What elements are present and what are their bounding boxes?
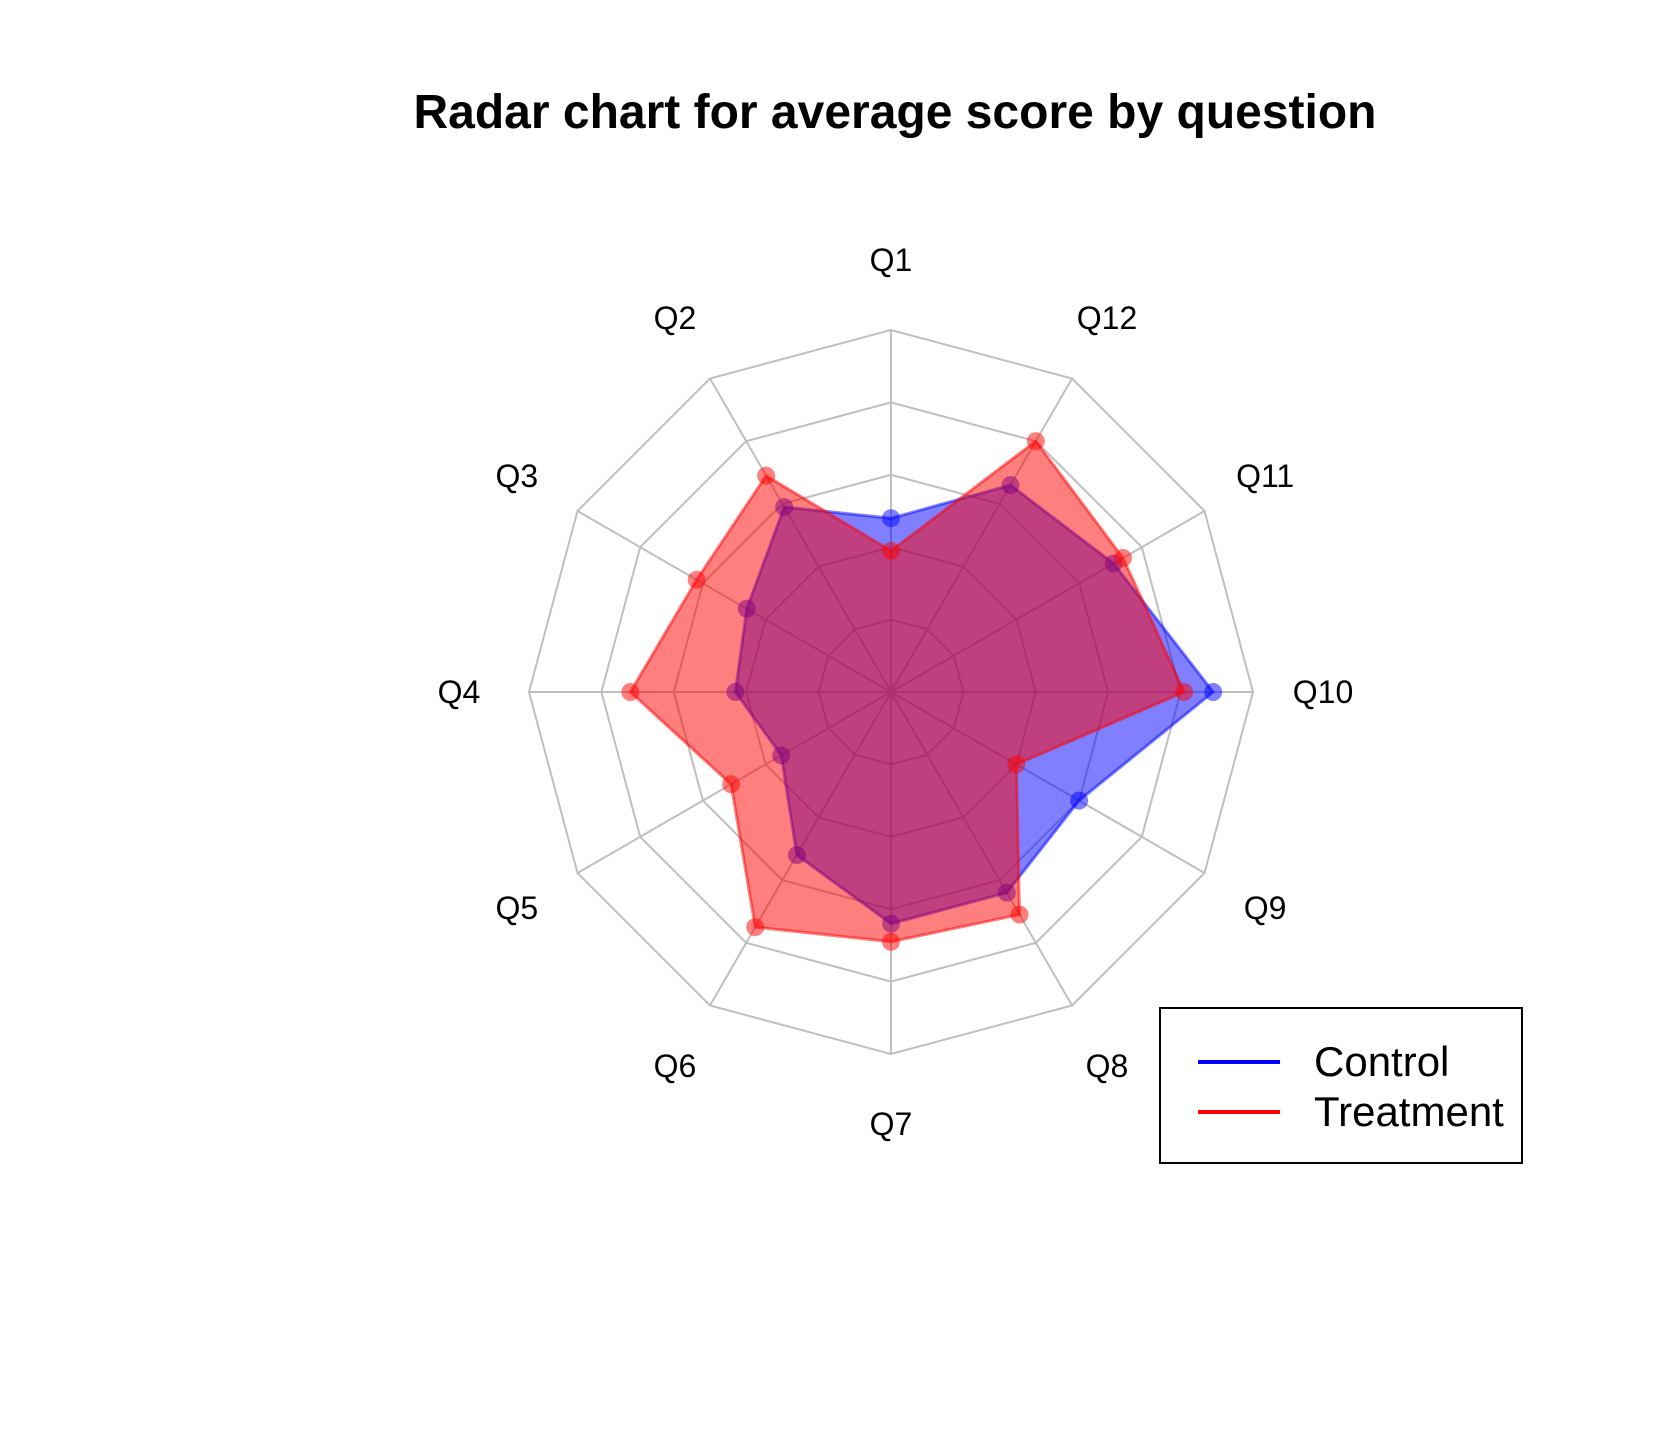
point-control-q10	[1204, 683, 1223, 701]
legend-box	[1159, 1007, 1523, 1164]
axis-label-q1: Q1	[870, 242, 913, 278]
axis-label-q11: Q11	[1236, 458, 1294, 494]
point-treatment-q5	[722, 775, 741, 794]
axis-label-q5: Q5	[496, 890, 539, 926]
legend-label-treatment: Treatment	[1314, 1088, 1504, 1135]
point-treatment-q3	[687, 570, 706, 589]
axis-label-q6: Q6	[654, 1048, 697, 1084]
chart-title: Radar chart for average score by questio…	[414, 86, 1377, 139]
legend: Control Treatment	[1159, 1007, 1523, 1164]
point-control-q1	[882, 509, 900, 528]
point-treatment-q1	[882, 541, 900, 560]
axis-labels: Q1 Q2 Q3 Q4 Q5 Q6 Q7 Q8 Q9 Q10 Q11 Q12	[438, 242, 1354, 1142]
point-treatment-q9	[1007, 755, 1026, 774]
point-treatment-q11	[1113, 549, 1132, 568]
axis-label-q12: Q12	[1077, 300, 1137, 336]
axis-label-q9: Q9	[1244, 890, 1287, 926]
point-treatment-q8	[1010, 905, 1029, 924]
axis-label-q8: Q8	[1086, 1048, 1129, 1084]
legend-label-control: Control	[1314, 1038, 1449, 1085]
axis-label-q4: Q4	[438, 674, 481, 710]
axis-label-q7: Q7	[870, 1106, 913, 1142]
axis-label-q10: Q10	[1293, 674, 1353, 710]
point-treatment-q7	[882, 932, 900, 951]
point-treatment-q4	[621, 683, 640, 701]
axis-label-q3: Q3	[496, 458, 539, 494]
point-control-q9	[1070, 791, 1089, 810]
series-layer	[621, 432, 1223, 951]
point-treatment-q6	[746, 918, 765, 937]
point-treatment-q12	[1026, 432, 1045, 451]
point-treatment-q2	[757, 466, 776, 485]
axis-label-q2: Q2	[654, 300, 697, 336]
point-treatment-q10	[1175, 683, 1194, 701]
